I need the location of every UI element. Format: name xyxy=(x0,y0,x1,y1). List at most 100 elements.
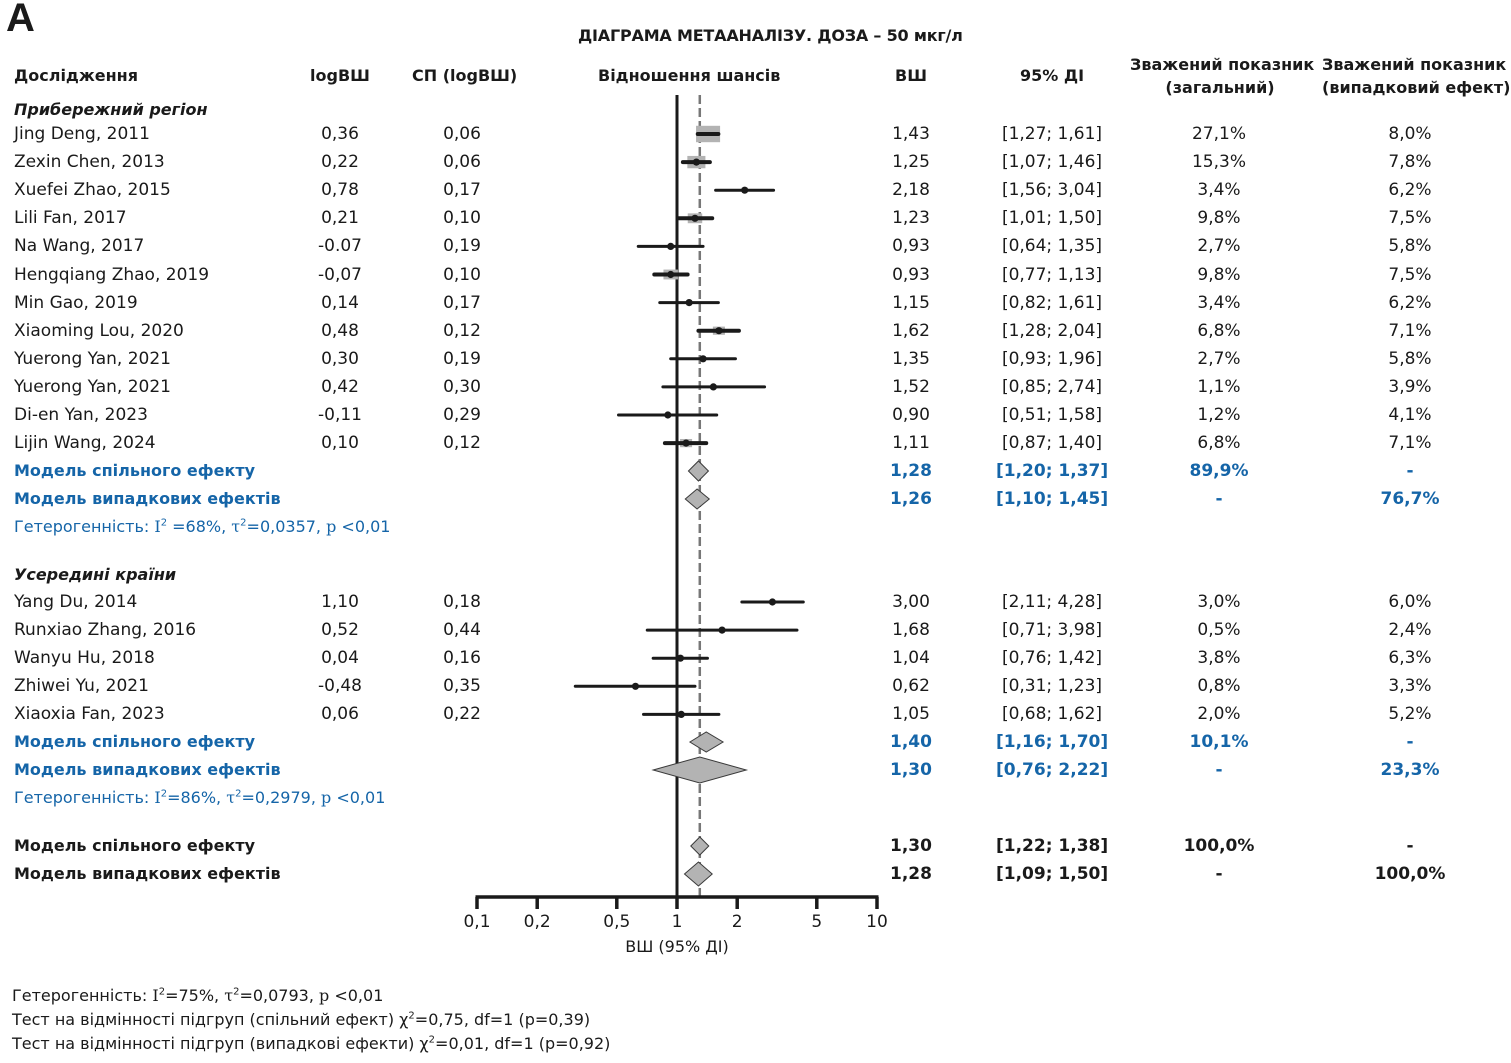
overall-fixed-diamond xyxy=(690,836,710,856)
study-logor: 0,42 xyxy=(321,376,359,397)
study-se: 0,06 xyxy=(443,152,481,173)
column-header-ci: 95% ДІ xyxy=(1019,66,1085,85)
study-point-estimate xyxy=(676,654,685,662)
study-se: 0,12 xyxy=(443,433,481,454)
study-or: 1,23 xyxy=(892,208,930,229)
study-logor: 0,22 xyxy=(321,152,359,173)
study-weight-fixed: 1,1% xyxy=(1197,376,1241,397)
study-logor: 1,10 xyxy=(321,592,359,612)
column-header-or: ВШ xyxy=(895,66,927,85)
study-logor: 0,21 xyxy=(321,208,359,229)
study-weight-fixed: 2,7% xyxy=(1197,348,1241,369)
study-ci: [1,56; 3,04] xyxy=(1001,180,1103,201)
study-ci: [0,85; 2,74] xyxy=(1001,376,1103,397)
chart-title: ДІАГРАМА МЕТААНАЛІЗУ. ДОЗА – 50 мкг/л xyxy=(578,26,963,45)
study-weight-fixed: 9,8% xyxy=(1197,208,1241,229)
column-header-study: Дослідження xyxy=(14,66,139,85)
subgroup-random-weight-random: 23,3% xyxy=(1380,760,1440,780)
subgroup-random-diamond xyxy=(684,488,711,510)
study-or: 0,93 xyxy=(892,236,930,257)
study-weight-random: 5,8% xyxy=(1388,236,1432,257)
study-logor: 0,78 xyxy=(321,180,359,201)
study-weight-fixed: 0,5% xyxy=(1197,620,1241,641)
subgroup-fixed-weight-random: - xyxy=(1406,461,1414,481)
study-name: Xiaoxia Fan, 2023 xyxy=(14,704,165,725)
study-name: Xiaoming Lou, 2020 xyxy=(14,320,184,341)
study-weight-fixed: 6,8% xyxy=(1197,433,1241,454)
study-ci: [0,31; 1,23] xyxy=(1001,676,1103,697)
study-ci: [0,64; 1,35] xyxy=(1001,236,1103,257)
study-point-estimate xyxy=(715,327,723,335)
study-or: 3,00 xyxy=(892,592,930,612)
subgroup-fixed-ci: [1,16; 1,70] xyxy=(996,732,1109,752)
column-header-weight-fixed: Зважений показник (загальний) xyxy=(1130,53,1314,99)
study-name: Hengqiang Zhao, 2019 xyxy=(14,264,210,285)
column-header-weight-random-line1: Зважений показник xyxy=(1322,55,1507,74)
study-logor: -0,11 xyxy=(318,405,362,425)
study-weight-random: 5,2% xyxy=(1388,704,1432,725)
x-axis-tick-label: 0,1 xyxy=(463,912,490,932)
study-weight-fixed: 2,0% xyxy=(1197,704,1241,725)
subgroup-fixed-weight-random: - xyxy=(1406,732,1414,752)
study-weight-fixed: 3,0% xyxy=(1197,592,1241,612)
study-name: Yang Du, 2014 xyxy=(14,592,138,612)
study-name: Jing Deng, 2011 xyxy=(14,124,150,144)
study-ci: [0,77; 1,13] xyxy=(1001,264,1103,285)
study-weight-random: 7,1% xyxy=(1388,320,1432,341)
study-ci: [1,07; 1,46] xyxy=(1001,152,1103,173)
study-logor: 0,48 xyxy=(321,320,359,341)
study-weight-random: 7,5% xyxy=(1388,264,1432,285)
study-se: 0,29 xyxy=(443,405,481,425)
study-or: 2,18 xyxy=(892,180,930,201)
study-weight-fixed: 2,7% xyxy=(1197,236,1241,257)
column-header-logor: logВШ xyxy=(310,66,370,85)
study-or: 1,25 xyxy=(892,152,930,173)
subgroup-fixed-label: Модель спільного ефекту xyxy=(14,732,256,751)
study-name: Lili Fan, 2017 xyxy=(14,208,127,229)
x-axis-tick-label: 0,2 xyxy=(524,912,551,932)
study-ci: [0,68; 1,62] xyxy=(1001,704,1103,725)
subgroup-random-weight-fixed: - xyxy=(1215,489,1223,509)
study-weight-random: 7,5% xyxy=(1388,208,1432,229)
subgroup-random-or: 1,30 xyxy=(890,760,932,780)
study-point-estimate xyxy=(741,186,749,194)
study-logor: 0,36 xyxy=(321,124,359,144)
x-axis-tick-label: 2 xyxy=(732,912,743,932)
study-se: 0,10 xyxy=(443,208,481,229)
column-header-odds-ratio: Відношення шансів xyxy=(598,66,781,85)
study-point-estimate xyxy=(667,270,675,279)
overall-heterogeneity: Гетерогенність: I2=75%, τ2=0,0793, p <0,… xyxy=(12,986,384,1005)
study-point-estimate xyxy=(677,710,685,719)
subgroup-fixed-weight-fixed: 89,9% xyxy=(1189,461,1249,481)
study-name: Di-en Yan, 2023 xyxy=(14,405,148,425)
study-or: 1,52 xyxy=(892,376,930,397)
study-weight-fixed: 9,8% xyxy=(1197,264,1241,285)
study-logor: 0,30 xyxy=(321,348,359,369)
study-weight-random: 6,2% xyxy=(1388,180,1432,201)
subgroup-random-ci: [1,10; 1,45] xyxy=(996,489,1109,509)
study-name: Min Gao, 2019 xyxy=(14,292,138,313)
overall-random-ci: [1,09; 1,50] xyxy=(996,864,1109,884)
study-name: Na Wang, 2017 xyxy=(14,236,145,257)
study-or: 1,43 xyxy=(892,124,930,144)
subgroup-random-label: Модель випадкових ефектів xyxy=(14,760,281,779)
study-or: 0,62 xyxy=(892,676,930,697)
study-logor: 0,10 xyxy=(321,433,359,454)
study-point-estimate xyxy=(709,383,717,391)
study-weight-fixed: 1,2% xyxy=(1197,405,1241,425)
subgroup-fixed-label: Модель спільного ефекту xyxy=(14,461,256,480)
study-se: 0,44 xyxy=(443,620,481,641)
study-point-estimate xyxy=(664,411,672,419)
subgroup-fixed-weight-fixed: 10,1% xyxy=(1189,732,1249,752)
study-weight-fixed: 0,8% xyxy=(1197,676,1241,697)
study-logor: 0,06 xyxy=(321,704,359,725)
study-ci: [0,93; 1,96] xyxy=(1001,348,1103,369)
study-name: Xuefei Zhao, 2015 xyxy=(14,180,171,201)
study-logor: 0,52 xyxy=(321,620,359,641)
study-or: 1,62 xyxy=(892,320,930,341)
study-or: 1,68 xyxy=(892,620,930,641)
study-weight-random: 7,8% xyxy=(1388,152,1432,173)
study-or: 0,93 xyxy=(892,264,930,285)
column-header-se: СП (logВШ) xyxy=(412,66,518,85)
